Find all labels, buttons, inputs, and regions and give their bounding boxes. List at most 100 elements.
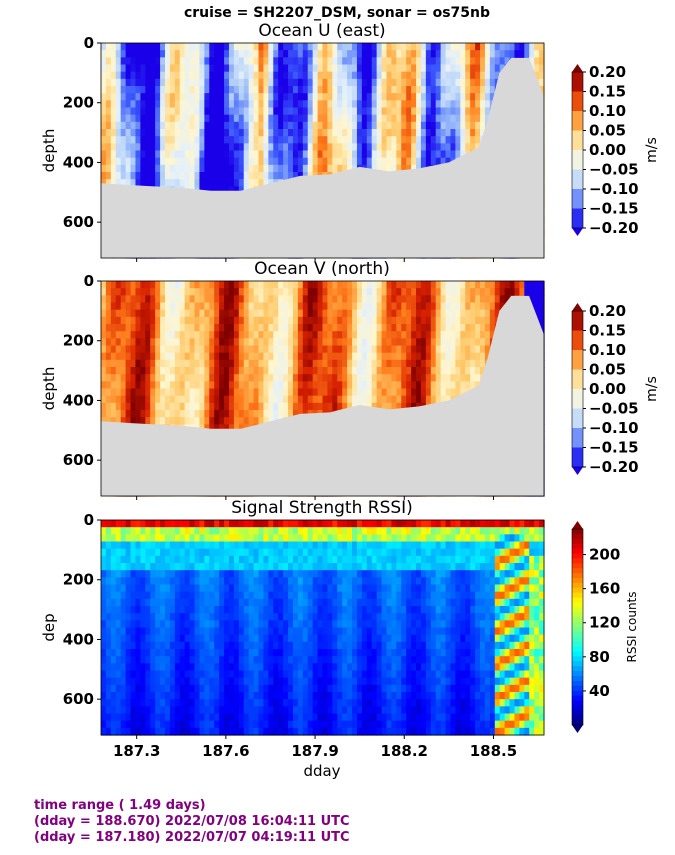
heatmap-cell xyxy=(455,367,461,375)
heatmap-cell xyxy=(450,129,456,137)
heatmap-cell xyxy=(317,345,324,354)
heatmap-cell xyxy=(219,331,225,339)
heatmap-cell xyxy=(430,359,437,368)
heatmap-cell xyxy=(125,179,132,187)
heatmap-cell xyxy=(455,64,461,73)
heatmap-cell xyxy=(155,345,161,354)
heatmap-cell xyxy=(169,395,176,404)
heatmap-cell xyxy=(135,359,141,368)
heatmap-cell xyxy=(425,143,432,152)
heatmap-cell xyxy=(199,71,205,80)
heatmap-cell xyxy=(356,281,363,289)
heatmap-cell xyxy=(258,388,265,397)
heatmap-cell xyxy=(105,367,112,375)
heatmap-cell xyxy=(450,121,456,130)
heatmap-cell xyxy=(356,93,363,101)
heatmap-cell xyxy=(248,50,255,58)
heatmap-cell xyxy=(327,71,333,80)
heatmap-cell xyxy=(110,374,117,382)
heatmap-cell xyxy=(342,352,348,361)
heatmap-cell xyxy=(288,324,294,332)
heatmap-cell xyxy=(258,374,265,382)
heatmap-cell xyxy=(475,136,481,144)
heatmap-cell xyxy=(224,345,230,354)
heatmap-cell xyxy=(347,57,353,66)
heatmap-cell xyxy=(475,78,481,87)
heatmap-cell xyxy=(465,295,471,304)
heatmap-cell xyxy=(465,100,471,109)
heatmap-cell xyxy=(209,424,215,433)
heatmap-cell xyxy=(224,316,230,325)
heatmap-cell xyxy=(450,316,456,325)
heatmap-cell xyxy=(268,172,274,180)
heatmap-cell xyxy=(278,78,284,87)
heatmap-cell xyxy=(204,172,210,180)
heatmap-cell xyxy=(371,331,378,339)
heatmap-cell xyxy=(214,288,220,296)
heatmap-cell xyxy=(288,395,294,404)
heatmap-cell xyxy=(219,93,225,101)
heatmap-cell xyxy=(140,129,146,137)
heatmap-cell xyxy=(317,381,324,390)
heatmap-cell xyxy=(342,331,348,339)
heatmap-cell xyxy=(164,136,171,144)
heatmap-cell xyxy=(145,324,151,332)
heatmap-cell xyxy=(283,410,289,418)
heatmap-cell xyxy=(160,374,166,382)
heatmap-cell xyxy=(529,43,535,51)
heatmap-cell xyxy=(219,295,225,304)
heatmap-cell xyxy=(101,64,107,73)
heatmap-cell xyxy=(460,86,466,94)
heatmap-cell xyxy=(361,57,368,66)
heatmap-cell xyxy=(174,381,181,390)
heatmap-cell xyxy=(292,338,299,347)
heatmap-cell xyxy=(307,338,314,347)
heatmap-cell xyxy=(169,316,176,325)
heatmap-cell xyxy=(430,367,437,375)
heatmap-cell xyxy=(199,93,205,101)
heatmap-cell xyxy=(406,129,412,137)
heatmap-cell xyxy=(435,64,442,73)
heatmap-cell xyxy=(204,352,210,361)
heatmap-cell xyxy=(248,302,255,311)
heatmap-cell xyxy=(342,43,348,51)
heatmap-cell xyxy=(233,309,240,318)
heatmap-cell xyxy=(150,367,156,375)
heatmap-cell xyxy=(401,402,407,411)
heatmap-cell xyxy=(465,50,471,58)
heatmap-cell xyxy=(366,71,373,80)
heatmap-cell xyxy=(248,417,255,425)
heatmap-cell xyxy=(164,78,171,87)
heatmap-cell xyxy=(145,302,151,311)
heatmap-cell xyxy=(381,345,388,354)
heatmap-cell xyxy=(160,172,166,180)
heatmap-cell xyxy=(396,64,402,73)
heatmap-cell xyxy=(145,374,151,382)
heatmap-cell xyxy=(214,179,220,187)
heatmap-cell xyxy=(455,143,461,152)
heatmap-cell xyxy=(160,86,166,94)
heatmap-cell xyxy=(233,302,240,311)
heatmap-cell xyxy=(115,324,122,332)
heatmap-cell xyxy=(381,316,388,325)
heatmap-cell xyxy=(406,143,412,152)
heatmap-cell xyxy=(130,164,137,173)
heatmap-cell xyxy=(125,417,132,425)
heatmap-cell xyxy=(184,172,191,180)
heatmap-cell xyxy=(184,359,191,368)
heatmap-cell xyxy=(169,57,176,66)
heatmap-cell xyxy=(401,150,407,159)
heatmap-cell xyxy=(248,395,255,404)
heatmap-cell xyxy=(332,331,338,339)
heatmap-cell xyxy=(164,381,171,390)
heatmap-cell xyxy=(233,121,240,130)
heatmap-cell xyxy=(174,50,181,58)
heatmap-cell xyxy=(425,374,432,382)
y-axis-label: depth xyxy=(40,129,58,173)
heatmap-cell xyxy=(120,93,127,101)
heatmap-cell xyxy=(465,352,471,361)
heatmap-cell xyxy=(440,359,447,368)
heatmap-cell xyxy=(440,309,447,318)
heatmap-cell xyxy=(411,157,417,166)
heatmap-cell xyxy=(105,136,112,144)
